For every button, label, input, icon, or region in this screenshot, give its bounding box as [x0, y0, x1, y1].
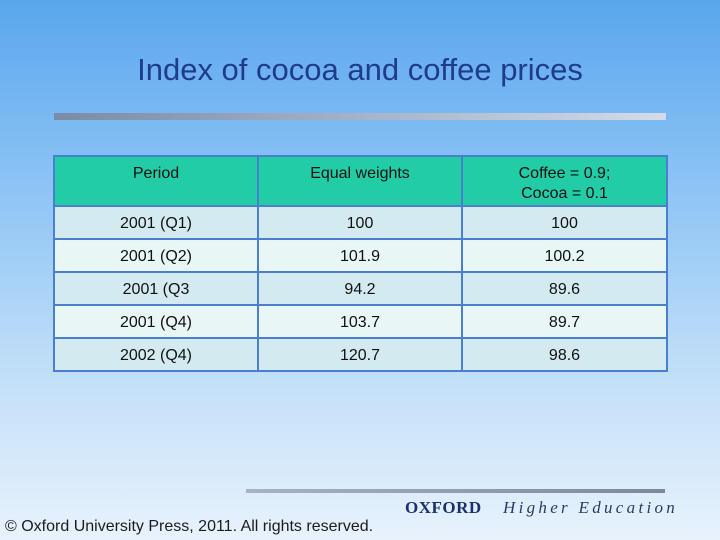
table-row: 2002 (Q4) 120.7 98.6 [53, 337, 668, 372]
table-row: 2001 (Q1) 100 100 [53, 205, 668, 240]
cell-period: 2001 (Q2) [53, 238, 259, 273]
cell-weighted: 100.2 [461, 238, 668, 273]
cell-period: 2002 (Q4) [53, 337, 259, 372]
header-weighted-line2: Cocoa = 0.1 [521, 185, 608, 202]
table-row: 2001 (Q3 94.2 89.6 [53, 271, 668, 306]
title-divider [54, 113, 666, 120]
price-index-table: Period Equal weights Coffee = 0.9; Cocoa… [53, 155, 668, 372]
cell-period: 2001 (Q3 [53, 271, 259, 306]
cell-weighted: 89.7 [461, 304, 668, 339]
oxford-logo: OXFORD [405, 498, 482, 517]
table-row: 2001 (Q2) 101.9 100.2 [53, 238, 668, 273]
header-weighted-line1: Coffee = 0.9; [518, 165, 611, 182]
higher-education-logo: Higher Education [503, 498, 679, 517]
cell-weighted: 98.6 [461, 337, 668, 372]
footer-divider [246, 489, 665, 493]
copyright-notice: © Oxford University Press, 2011. All rig… [5, 518, 374, 535]
slide-title: Index of cocoa and coffee prices [137, 52, 583, 87]
header-equal-weights: Equal weights [257, 155, 463, 207]
header-weighted: Coffee = 0.9; Cocoa = 0.1 [461, 155, 668, 207]
cell-weighted: 100 [461, 205, 668, 240]
cell-period: 2001 (Q4) [53, 304, 259, 339]
cell-equal-weights: 103.7 [257, 304, 463, 339]
table-row: 2001 (Q4) 103.7 89.7 [53, 304, 668, 339]
cell-equal-weights: 94.2 [257, 271, 463, 306]
cell-equal-weights: 120.7 [257, 337, 463, 372]
cell-equal-weights: 101.9 [257, 238, 463, 273]
cell-period: 2001 (Q1) [53, 205, 259, 240]
table-header-row: Period Equal weights Coffee = 0.9; Cocoa… [53, 155, 668, 207]
header-period: Period [53, 155, 259, 207]
cell-equal-weights: 100 [257, 205, 463, 240]
cell-weighted: 89.6 [461, 271, 668, 306]
